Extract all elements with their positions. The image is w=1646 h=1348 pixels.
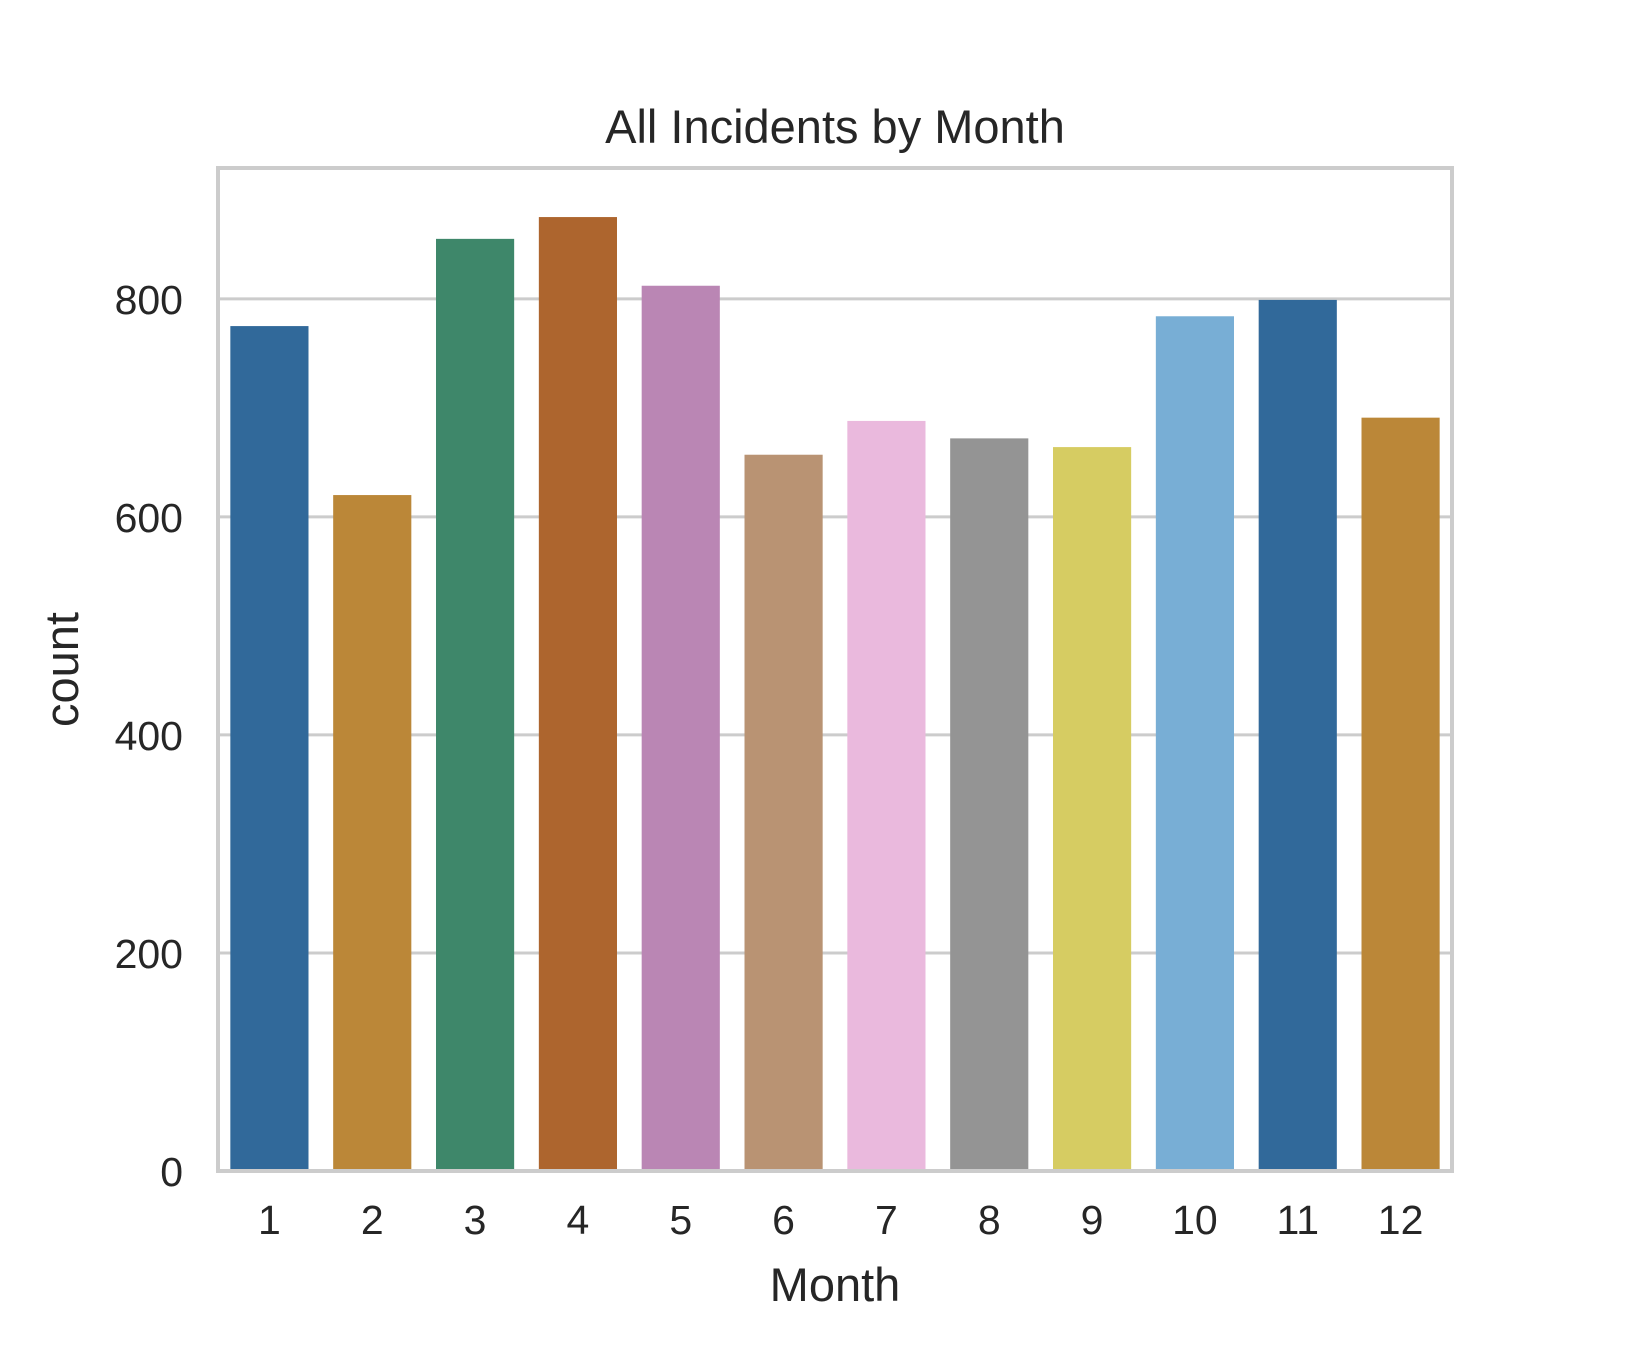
- x-tick-label: 2: [361, 1197, 384, 1243]
- x-tick-label: 8: [978, 1197, 1001, 1243]
- x-tick-label: 7: [875, 1197, 898, 1243]
- y-tick-label: 200: [115, 931, 183, 977]
- y-tick-label: 800: [115, 277, 183, 323]
- bar: [1053, 447, 1132, 1171]
- x-tick-label: 9: [1081, 1197, 1104, 1243]
- x-tick-labels: 1 2 3 4 5 6 7 8 9 10 11 12: [258, 1197, 1423, 1243]
- bar: [744, 454, 823, 1171]
- plot-frame: [216, 166, 1454, 1173]
- bar: [641, 285, 720, 1171]
- bar: [1361, 417, 1440, 1171]
- bar: [436, 238, 515, 1171]
- bar: [333, 495, 412, 1172]
- bar: [1258, 299, 1337, 1172]
- bars: [230, 217, 1440, 1172]
- x-axis-label: Month: [770, 1258, 901, 1311]
- bar: [1155, 316, 1234, 1172]
- y-tick-label: 400: [115, 713, 183, 759]
- y-gridlines: [218, 297, 1452, 955]
- y-axis-label: count: [35, 612, 88, 727]
- x-tick-label: 12: [1378, 1197, 1424, 1243]
- y-tick-label: 600: [115, 495, 183, 541]
- y-tick-label: 0: [160, 1149, 183, 1195]
- bar: [538, 217, 617, 1171]
- x-tick-label: 10: [1172, 1197, 1218, 1243]
- x-tick-label: 11: [1276, 1197, 1319, 1243]
- x-tick-label: 3: [464, 1197, 487, 1243]
- x-tick-label: 6: [772, 1197, 795, 1243]
- bar: [950, 438, 1029, 1171]
- bar: [230, 326, 309, 1171]
- y-tick-labels: 0 200 400 600 800: [115, 277, 183, 1195]
- chart-title: All Incidents by Month: [605, 100, 1065, 153]
- x-tick-label: 5: [669, 1197, 692, 1243]
- x-tick-label: 4: [567, 1197, 590, 1243]
- x-tick-label: 1: [258, 1197, 281, 1243]
- bar: [847, 420, 926, 1171]
